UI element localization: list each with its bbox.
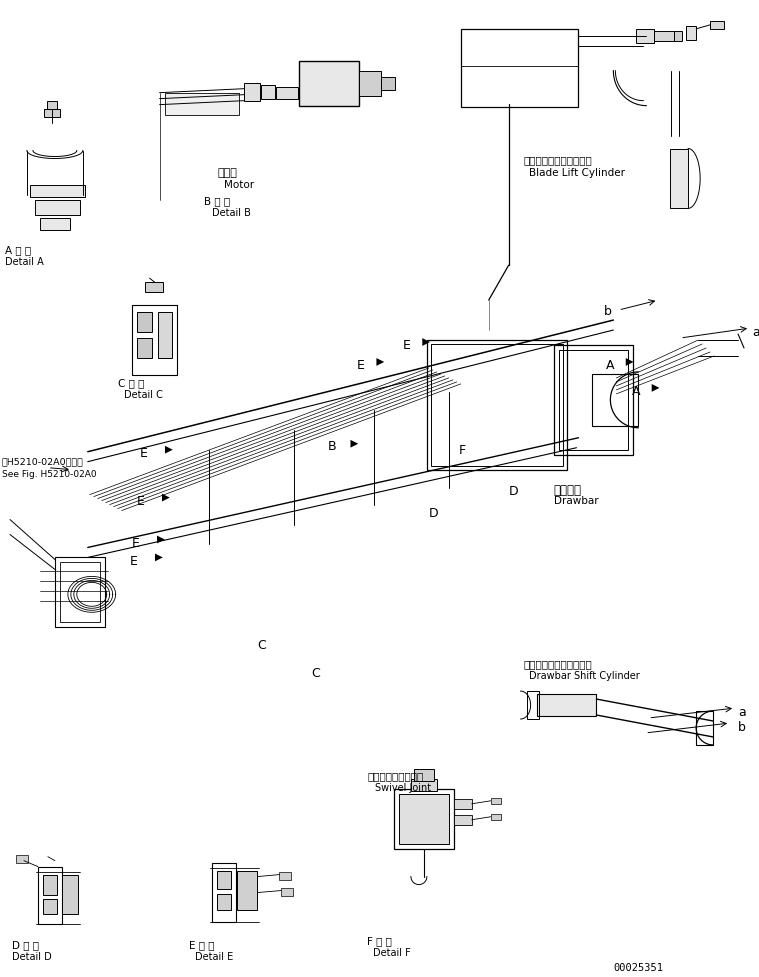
Bar: [55, 558, 105, 627]
Bar: [654, 31, 674, 41]
Bar: [279, 871, 291, 879]
Bar: [696, 711, 713, 744]
Bar: [137, 338, 152, 358]
Bar: [431, 344, 562, 466]
Text: C: C: [257, 639, 266, 653]
Text: Drawbar: Drawbar: [553, 495, 598, 506]
Text: D: D: [509, 485, 518, 497]
Text: Detail D: Detail D: [12, 953, 52, 962]
Text: See Fig. H5210-02A0: See Fig. H5210-02A0: [2, 470, 96, 479]
Text: D: D: [429, 506, 439, 520]
Text: E: E: [403, 339, 411, 353]
Text: F: F: [458, 444, 466, 456]
Bar: [461, 29, 578, 106]
Text: E: E: [357, 360, 365, 372]
Text: ドローバシフトシリンダ: ドローバシフトシリンダ: [524, 659, 592, 669]
Bar: [238, 871, 257, 910]
Text: E: E: [137, 495, 144, 508]
Bar: [38, 867, 61, 924]
Bar: [381, 77, 395, 90]
Bar: [47, 101, 57, 108]
Text: B 詳 細: B 詳 細: [204, 196, 231, 206]
Bar: [674, 31, 682, 41]
Text: Detail E: Detail E: [196, 953, 234, 962]
Text: Swivel Joint: Swivel Joint: [375, 783, 431, 793]
Text: E: E: [132, 537, 140, 550]
Text: C 詳 細: C 詳 細: [118, 378, 144, 388]
Text: Detail B: Detail B: [213, 208, 251, 219]
Bar: [670, 149, 688, 208]
Bar: [30, 186, 85, 197]
Text: A: A: [632, 385, 641, 399]
Bar: [40, 218, 70, 231]
Bar: [158, 312, 172, 358]
Bar: [276, 87, 298, 99]
Bar: [454, 799, 472, 809]
Bar: [411, 779, 437, 790]
Text: ドローバ: ドローバ: [553, 484, 581, 496]
Text: F 詳 細: F 詳 細: [367, 936, 392, 947]
Bar: [137, 312, 152, 332]
Bar: [43, 899, 57, 914]
Text: 第H5210-02A0図参照: 第H5210-02A0図参照: [2, 457, 84, 467]
Text: A: A: [606, 360, 615, 372]
Text: b: b: [738, 721, 746, 734]
Text: b: b: [603, 305, 611, 319]
Text: Blade Lift Cylinder: Blade Lift Cylinder: [528, 168, 625, 179]
Bar: [454, 815, 472, 825]
Bar: [394, 788, 454, 849]
Bar: [213, 863, 236, 922]
Text: Motor: Motor: [225, 181, 254, 191]
Bar: [35, 200, 80, 215]
Text: B: B: [328, 441, 336, 453]
Text: C: C: [311, 667, 320, 680]
Bar: [553, 345, 633, 454]
Bar: [527, 691, 539, 719]
Bar: [60, 563, 99, 622]
Bar: [686, 25, 696, 40]
Bar: [427, 340, 566, 470]
Text: a: a: [738, 706, 746, 719]
Text: E: E: [140, 447, 147, 460]
Text: E: E: [130, 555, 137, 568]
Text: a: a: [752, 326, 759, 339]
Bar: [282, 887, 293, 896]
Bar: [537, 694, 597, 716]
Bar: [491, 798, 501, 804]
Bar: [244, 83, 260, 101]
Bar: [399, 793, 449, 844]
Bar: [491, 814, 501, 820]
Bar: [217, 871, 231, 888]
Bar: [131, 305, 177, 375]
Text: Detail A: Detail A: [5, 257, 44, 268]
Bar: [559, 350, 628, 449]
Text: Detail C: Detail C: [124, 390, 162, 400]
Bar: [636, 29, 654, 43]
Bar: [165, 93, 239, 114]
Bar: [710, 21, 724, 29]
Text: スイベルジョイント: スイベルジョイント: [367, 771, 424, 781]
Text: E 詳 細: E 詳 細: [190, 941, 215, 951]
Text: ブレードリフトシリンダ: ブレードリフトシリンダ: [524, 155, 592, 165]
Bar: [299, 61, 359, 106]
Text: 00025351: 00025351: [613, 963, 663, 973]
Bar: [414, 769, 434, 781]
Bar: [16, 855, 28, 863]
Bar: [61, 874, 77, 914]
Text: D 詳 細: D 詳 細: [12, 941, 39, 951]
Bar: [145, 282, 162, 292]
Bar: [217, 894, 231, 910]
Bar: [44, 108, 60, 116]
Bar: [359, 70, 381, 96]
Bar: [261, 85, 276, 99]
Text: Drawbar Shift Cylinder: Drawbar Shift Cylinder: [528, 671, 639, 681]
Bar: [593, 374, 638, 426]
Bar: [43, 874, 57, 895]
Text: Detail F: Detail F: [373, 949, 411, 958]
Text: モータ: モータ: [217, 168, 238, 179]
Text: A 詳 細: A 詳 細: [5, 245, 31, 255]
